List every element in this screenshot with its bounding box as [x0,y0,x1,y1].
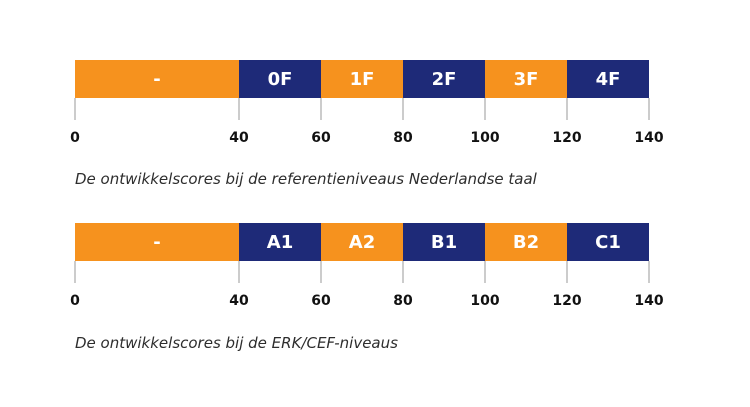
segment-a2 [321,223,403,261]
segment-b2 [485,223,567,261]
tick-label: 100 [470,130,499,146]
segment-label: 0F [268,69,293,90]
tick-label: 40 [229,293,249,309]
segment-a1 [239,223,321,261]
segment-label: B1 [431,232,457,253]
scale-caption-erk-cef: De ontwikkelscores bij de ERK/CEF-niveau… [75,334,398,352]
tick-label: 0 [70,293,80,309]
tick-label: 40 [229,130,249,146]
segment-label: A2 [349,232,375,253]
scale-caption-referentieniveaus: De ontwikkelscores bij de referentienive… [75,170,537,188]
segment-0f [239,60,321,98]
segment-c1 [567,223,649,261]
tick-label: 80 [393,293,413,309]
tick-label: 0 [70,130,80,146]
segment-label: - [153,232,160,253]
segment-b1 [403,223,485,261]
tick-label: 120 [552,293,581,309]
segment-label: 4F [596,69,621,90]
segment-3f [485,60,567,98]
tick-label: 80 [393,130,413,146]
tick-label: 60 [311,293,331,309]
tick-label: 120 [552,130,581,146]
scale-0: - 0F 1F 2F 3F 4F 0 40 60 80 100 120 140 [70,60,664,146]
segment-2f [403,60,485,98]
segment-label: 1F [350,69,375,90]
segment-label: A1 [267,232,293,253]
segment-4f [567,60,649,98]
segment-label: 3F [514,69,539,90]
segment-below-threshold [75,223,239,261]
segment-1f [321,60,403,98]
scale-1: - A1 A2 B1 B2 C1 0 40 60 80 100 120 140 [70,223,664,309]
segment-label: B2 [513,232,539,253]
segment-below-threshold [75,60,239,98]
segment-label: C1 [595,232,621,253]
tick-label: 140 [634,293,663,309]
tick-label: 140 [634,130,663,146]
tick-label: 60 [311,130,331,146]
segment-label: 2F [432,69,457,90]
tick-label: 100 [470,293,499,309]
segment-label: - [153,69,160,90]
